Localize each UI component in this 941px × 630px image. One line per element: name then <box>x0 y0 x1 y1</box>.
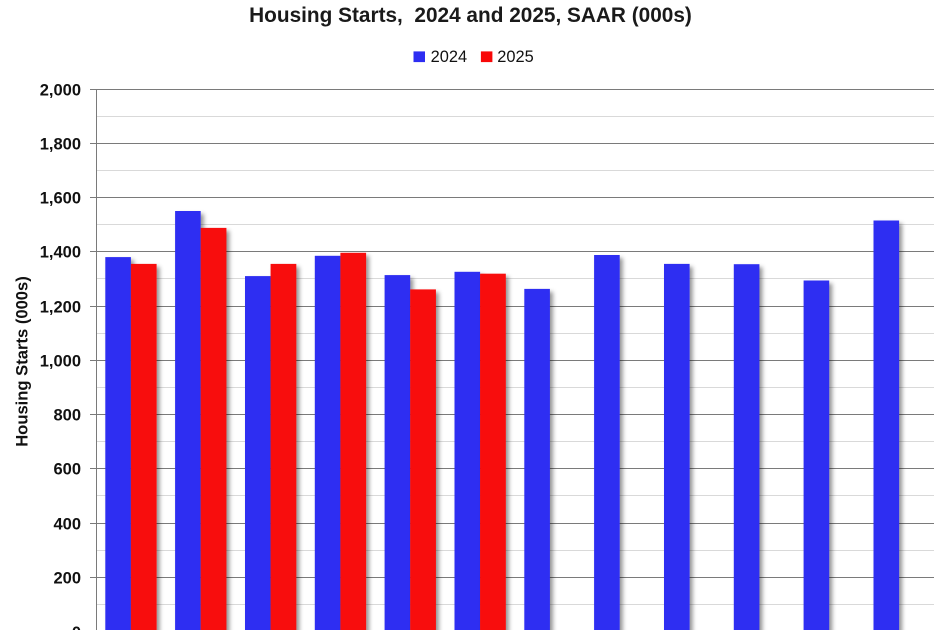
svg-text:400: 400 <box>53 515 81 533</box>
svg-text:1,200: 1,200 <box>40 298 81 316</box>
svg-text:2025: 2025 <box>497 48 533 66</box>
svg-text:600: 600 <box>53 460 81 478</box>
svg-text:200: 200 <box>53 569 81 587</box>
svg-text:1,600: 1,600 <box>40 189 81 207</box>
svg-text:2,000: 2,000 <box>40 81 81 99</box>
svg-text:2024: 2024 <box>431 48 467 66</box>
svg-text:1,400: 1,400 <box>40 243 81 261</box>
svg-text:Housing Starts, 2024 and 2025: Housing Starts, 2024 and 2025, SAAR (000… <box>249 4 692 27</box>
svg-text:1,000: 1,000 <box>40 352 81 370</box>
svg-text:0: 0 <box>72 624 81 630</box>
svg-text:1,800: 1,800 <box>40 135 81 153</box>
svg-text:Housing Starts (000s): Housing Starts (000s) <box>12 276 31 447</box>
svg-text:800: 800 <box>53 406 81 424</box>
